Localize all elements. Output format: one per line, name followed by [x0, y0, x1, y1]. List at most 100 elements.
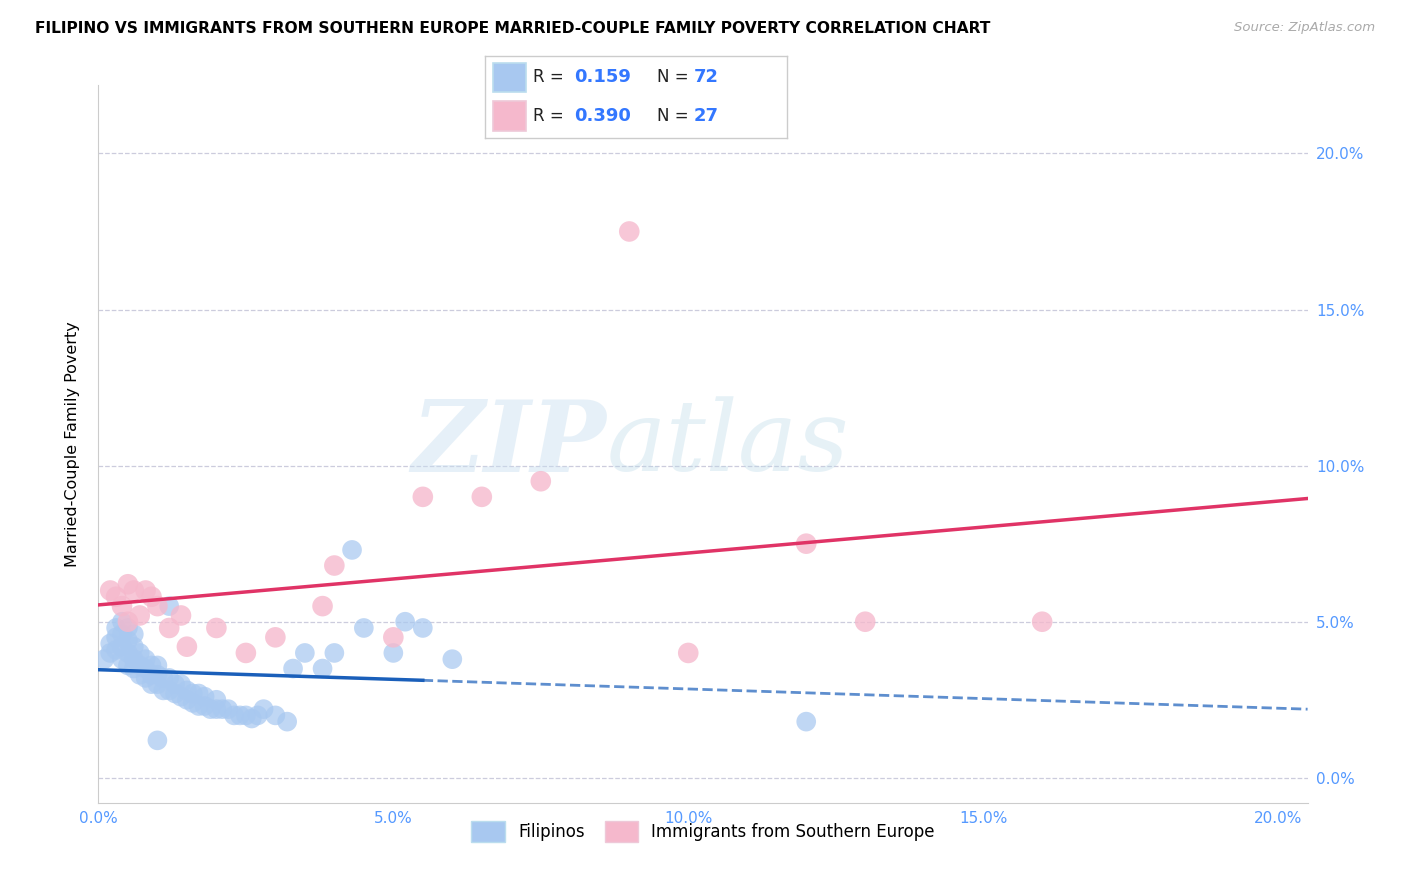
- Point: [200, 702, 222, 716]
- Point: [146, 599, 169, 614]
- Point: [205, 621, 228, 635]
- Text: atlas: atlas: [606, 396, 849, 491]
- Point: [146, 658, 169, 673]
- Text: ZIP: ZIP: [412, 395, 606, 492]
- Point: [264, 708, 287, 723]
- Point: [794, 714, 817, 729]
- Text: N =: N =: [658, 107, 695, 125]
- Point: [471, 490, 494, 504]
- Text: FILIPINO VS IMMIGRANTS FROM SOUTHERN EUROPE MARRIED-COUPLE FAMILY POVERTY CORREL: FILIPINO VS IMMIGRANTS FROM SOUTHERN EUR…: [35, 21, 990, 37]
- Point: [170, 690, 193, 704]
- Point: [412, 621, 434, 635]
- Legend: Filipinos, Immigrants from Southern Europe: Filipinos, Immigrants from Southern Euro…: [464, 814, 942, 848]
- Point: [276, 714, 298, 729]
- Text: R =: R =: [533, 68, 569, 87]
- Text: N =: N =: [658, 68, 695, 87]
- Point: [229, 708, 252, 723]
- Point: [135, 671, 157, 685]
- Point: [165, 677, 187, 691]
- Point: [340, 542, 363, 557]
- Point: [441, 652, 464, 666]
- Point: [619, 225, 641, 239]
- Point: [93, 652, 115, 666]
- Point: [187, 687, 209, 701]
- Point: [157, 683, 180, 698]
- Point: [1031, 615, 1053, 629]
- Point: [111, 615, 134, 629]
- Point: [264, 631, 287, 645]
- Point: [98, 646, 121, 660]
- Point: [105, 631, 128, 645]
- Point: [323, 646, 346, 660]
- Point: [530, 475, 553, 489]
- Point: [181, 687, 204, 701]
- Point: [122, 652, 145, 666]
- Point: [235, 708, 257, 723]
- Point: [135, 652, 157, 666]
- Point: [281, 662, 304, 676]
- Point: [382, 646, 405, 660]
- Point: [187, 699, 209, 714]
- Point: [141, 667, 163, 681]
- Text: 0.390: 0.390: [574, 107, 631, 125]
- Point: [122, 583, 145, 598]
- Point: [323, 558, 346, 573]
- Point: [794, 537, 817, 551]
- Point: [412, 490, 434, 504]
- Point: [252, 702, 274, 716]
- Point: [181, 696, 204, 710]
- Point: [152, 683, 174, 698]
- Bar: [492, 62, 526, 92]
- Point: [194, 699, 217, 714]
- Point: [128, 646, 150, 660]
- Point: [217, 702, 239, 716]
- Point: [157, 621, 180, 635]
- Point: [146, 667, 169, 681]
- Point: [98, 637, 121, 651]
- Point: [111, 652, 134, 666]
- Point: [176, 640, 198, 654]
- Point: [240, 712, 263, 726]
- Point: [152, 671, 174, 685]
- Text: R =: R =: [533, 107, 569, 125]
- Point: [678, 646, 700, 660]
- Point: [165, 687, 187, 701]
- Point: [211, 702, 233, 716]
- Point: [157, 671, 180, 685]
- Point: [170, 677, 193, 691]
- Point: [176, 683, 198, 698]
- Point: [117, 621, 139, 635]
- Point: [382, 631, 405, 645]
- Point: [128, 608, 150, 623]
- Point: [105, 621, 128, 635]
- Point: [170, 608, 193, 623]
- Point: [117, 577, 139, 591]
- Point: [146, 733, 169, 747]
- Point: [157, 599, 180, 614]
- Point: [246, 708, 269, 723]
- Point: [141, 677, 163, 691]
- Point: [394, 615, 416, 629]
- Text: 0.159: 0.159: [574, 68, 631, 87]
- Text: Source: ZipAtlas.com: Source: ZipAtlas.com: [1234, 21, 1375, 35]
- Point: [111, 599, 134, 614]
- Text: 27: 27: [693, 107, 718, 125]
- Point: [128, 667, 150, 681]
- Point: [122, 640, 145, 654]
- Point: [194, 690, 217, 704]
- Point: [117, 615, 139, 629]
- Point: [128, 658, 150, 673]
- Point: [117, 646, 139, 660]
- Text: 72: 72: [693, 68, 718, 87]
- Point: [205, 692, 228, 706]
- Point: [235, 646, 257, 660]
- Point: [117, 633, 139, 648]
- Point: [141, 590, 163, 604]
- Point: [311, 599, 333, 614]
- Point: [141, 658, 163, 673]
- Point: [122, 627, 145, 641]
- Point: [111, 627, 134, 641]
- Point: [146, 677, 169, 691]
- Point: [853, 615, 876, 629]
- Bar: [492, 102, 526, 131]
